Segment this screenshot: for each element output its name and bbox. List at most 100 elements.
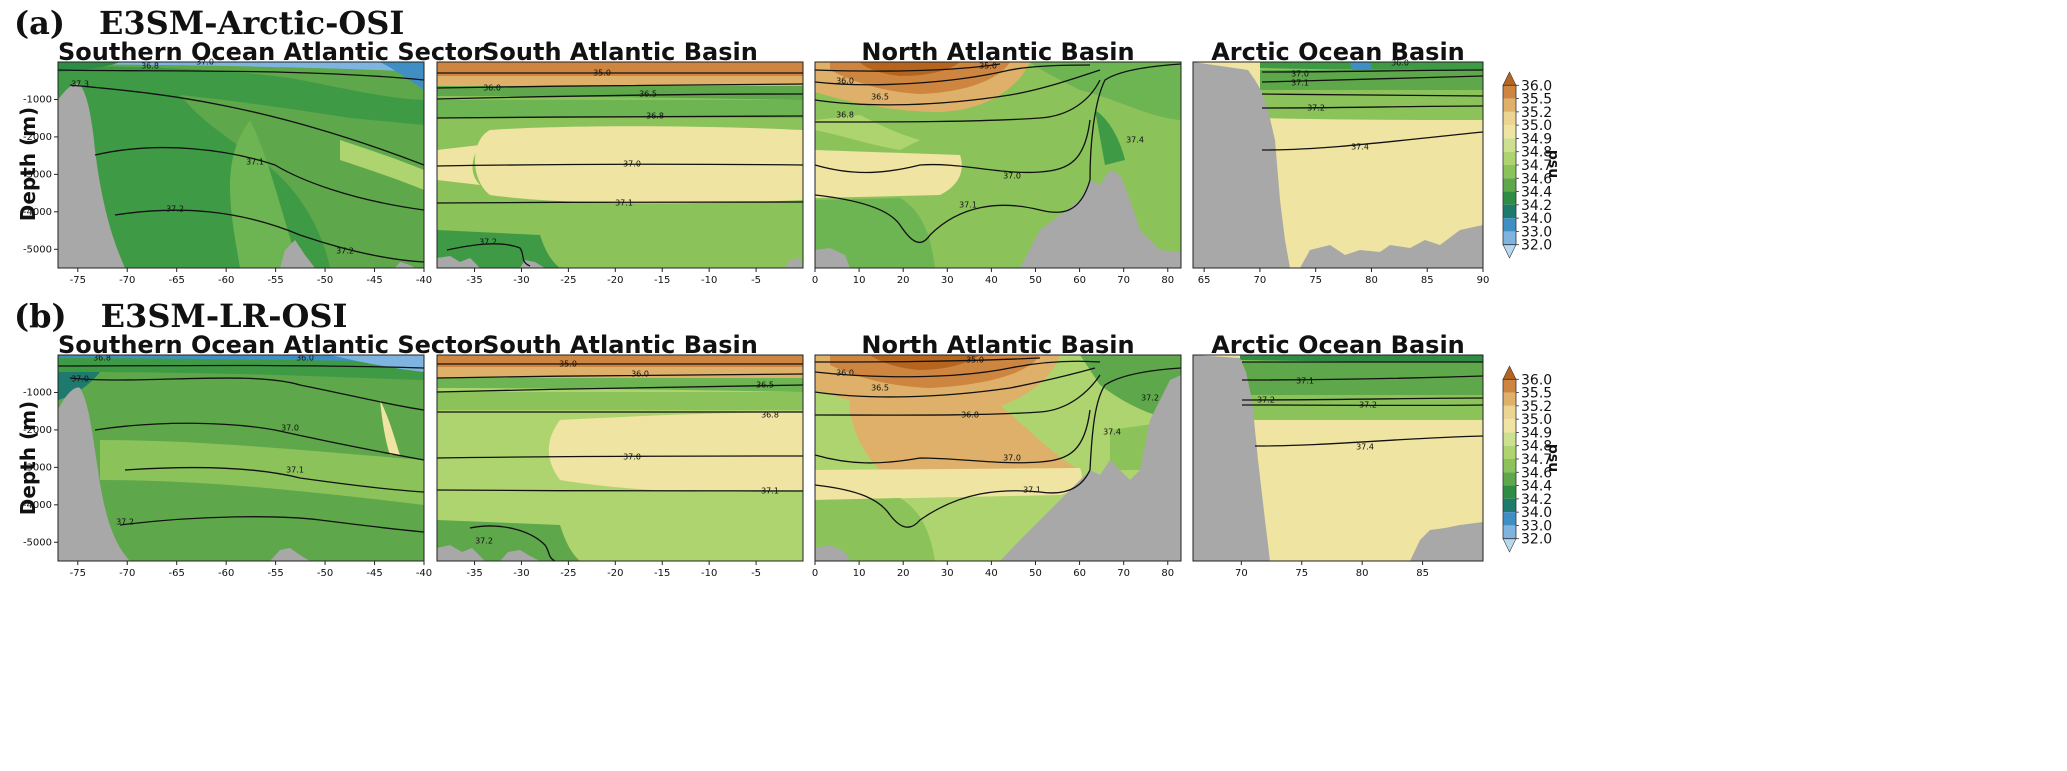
x-tick-label: 90 bbox=[1477, 275, 1490, 286]
panel-b2 bbox=[436, 355, 804, 562]
panel-frame bbox=[57, 61, 425, 269]
row-title-b: E3SM-LR-OSI bbox=[100, 297, 348, 335]
y-tick-label: -5000 bbox=[23, 537, 52, 548]
x-tick-label: -30 bbox=[513, 568, 529, 579]
x-tick-label: -70 bbox=[119, 568, 135, 579]
colorbar-level-label: 34.2 bbox=[1521, 198, 1552, 214]
colorbar-swatch bbox=[1503, 392, 1516, 406]
colorbar-level-label: 34.7 bbox=[1521, 158, 1552, 174]
x-tick-label: 80 bbox=[1365, 275, 1378, 286]
x-tick-label: -10 bbox=[701, 568, 717, 579]
x-tick-label: -15 bbox=[654, 275, 670, 286]
x-tick-label: 60 bbox=[1073, 275, 1086, 286]
x-tick-label: 60 bbox=[1073, 568, 1086, 579]
x-tick-label: 85 bbox=[1416, 568, 1429, 579]
panel-frame bbox=[436, 61, 804, 269]
colorbar-level-label: 35.5 bbox=[1521, 92, 1552, 108]
contour-label: 37.1 bbox=[286, 466, 304, 475]
x-tick-label: 40 bbox=[985, 568, 998, 579]
panel-title-a4: Arctic Ocean Basin bbox=[1211, 38, 1465, 66]
contour-label: 37.4 bbox=[1351, 143, 1369, 152]
colorbar-extend-bottom bbox=[1502, 538, 1517, 553]
contour-label: 37.0 bbox=[1003, 454, 1021, 463]
panel-a1 bbox=[57, 62, 425, 268]
x-tick-label: -45 bbox=[366, 568, 382, 579]
colorbar-swatch bbox=[1503, 231, 1516, 245]
colorbar-swatch bbox=[1503, 165, 1516, 179]
colorbar-level-label: 34.0 bbox=[1521, 211, 1552, 227]
x-tick-label: -35 bbox=[466, 568, 482, 579]
contour-label: 36.8 bbox=[646, 112, 664, 121]
contour-label: 37.4 bbox=[1103, 428, 1121, 437]
colorbar-swatch bbox=[1503, 178, 1516, 192]
axes-layer: -75 -70 -65 -60 -55 -50 -45 -40-1000-2000-3000-… bbox=[23, 61, 1490, 579]
panel-frame bbox=[814, 61, 1182, 269]
x-tick-label: 70 bbox=[1254, 275, 1267, 286]
colorbar-level-label: 34.9 bbox=[1521, 425, 1552, 441]
contour-label: 37.1 bbox=[1291, 79, 1309, 88]
panel-a3 bbox=[814, 62, 1182, 268]
x-tick-label: -5 bbox=[751, 568, 761, 579]
colorbar-level-label: 34.4 bbox=[1521, 185, 1552, 201]
contour-label: 36.8 bbox=[93, 354, 111, 363]
x-tick-label: 30 bbox=[941, 275, 954, 286]
x-tick-label: -60 bbox=[218, 568, 234, 579]
x-tick-label: -60 bbox=[218, 275, 234, 286]
x-tick-label: 50 bbox=[1029, 568, 1042, 579]
colorbar-layer: 36.035.535.235.034.934.834.734.634.434.2… bbox=[1502, 71, 1552, 553]
x-tick-label: -10 bbox=[701, 275, 717, 286]
contour-label: 37.0 bbox=[1003, 172, 1021, 181]
colorbar-swatch bbox=[1503, 432, 1516, 446]
contour-label: 37.1 bbox=[246, 158, 264, 167]
x-tick-label: 10 bbox=[853, 568, 866, 579]
colorbar-swatch bbox=[1503, 419, 1516, 433]
colorbar-level-label: 36.0 bbox=[1521, 78, 1552, 94]
y-tick-label: -5000 bbox=[23, 244, 52, 255]
y-tick-label: -4000 bbox=[23, 207, 52, 218]
contour-label: 37.2 bbox=[475, 537, 493, 546]
contour-label: 37.2 bbox=[336, 247, 354, 256]
x-tick-label: 80 bbox=[1356, 568, 1369, 579]
x-tick-label: -45 bbox=[366, 275, 382, 286]
y-tick-label: -2000 bbox=[23, 132, 52, 143]
x-tick-label: -15 bbox=[654, 568, 670, 579]
panel-title-b1: Southern Ocean Atlantic Sector bbox=[58, 331, 485, 359]
contour-label: 36.5 bbox=[871, 93, 889, 102]
colorbar-level-label: 33.0 bbox=[1521, 518, 1552, 534]
x-tick-label: 20 bbox=[897, 568, 910, 579]
contour-label: 37.0 bbox=[623, 160, 641, 169]
x-tick-label: -75 bbox=[70, 275, 86, 286]
x-tick-label: -65 bbox=[169, 275, 185, 286]
colorbar-level-label: 34.4 bbox=[1521, 479, 1552, 495]
contour-label: 36.0 bbox=[836, 77, 854, 86]
x-tick-label: 30 bbox=[941, 568, 954, 579]
y-tick-label: -1000 bbox=[23, 94, 52, 105]
contour-label: 37.0 bbox=[1291, 70, 1309, 79]
contour-label: 37.3 bbox=[71, 80, 89, 89]
colorbar-swatch bbox=[1503, 525, 1516, 539]
x-tick-label: 85 bbox=[1421, 275, 1434, 286]
panel-frame bbox=[1192, 354, 1484, 562]
x-tick-label: -5 bbox=[751, 275, 761, 286]
x-tick-label: 10 bbox=[853, 275, 866, 286]
colorbar-swatch bbox=[1503, 138, 1516, 152]
contour-label: 35.0 bbox=[593, 69, 611, 78]
panel-frame bbox=[1192, 61, 1484, 269]
x-tick-label: 75 bbox=[1295, 568, 1308, 579]
contour-label: 37.2 bbox=[479, 238, 497, 247]
x-tick-label: -70 bbox=[119, 275, 135, 286]
colorbar-level-label: 33.0 bbox=[1521, 224, 1552, 240]
row-title-a: E3SM-Arctic-OSI bbox=[99, 4, 405, 42]
colorbar-extend-top bbox=[1502, 365, 1517, 380]
colorbar-level-label: 34.6 bbox=[1521, 171, 1552, 187]
colorbar-level-label: 35.2 bbox=[1521, 105, 1552, 121]
x-tick-label: -55 bbox=[267, 568, 283, 579]
colorbar-extend-bottom bbox=[1502, 244, 1517, 259]
row-tag-a: (a) bbox=[14, 4, 66, 42]
colorbar-swatch bbox=[1503, 191, 1516, 205]
colorbar-level-label: 36.0 bbox=[1521, 372, 1552, 388]
x-tick-label: -40 bbox=[416, 275, 432, 286]
contour-label: 36.0 bbox=[483, 84, 501, 93]
colorbar-level-label: 32.0 bbox=[1521, 238, 1552, 254]
colorbar-extend-top bbox=[1502, 71, 1517, 86]
